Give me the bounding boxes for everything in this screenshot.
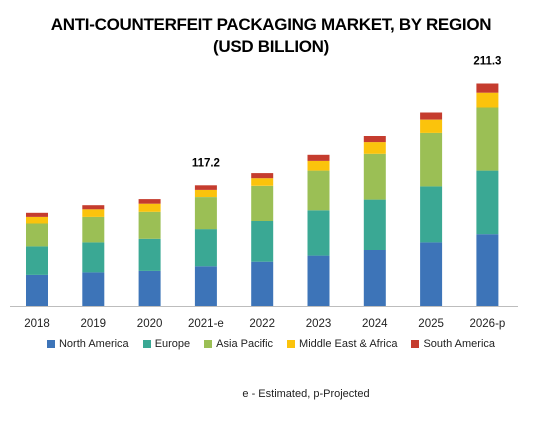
legend-swatch — [204, 340, 213, 348]
bar-2022-north-america — [251, 261, 274, 306]
x-tick-label: 2018 — [24, 318, 50, 330]
chart-title-line-2: (USD BILLION) — [212, 37, 330, 56]
bar-2026-p-asia-pacific — [476, 107, 499, 171]
bar-2022-asia-pacific — [251, 185, 274, 221]
x-tick-label: 2021-e — [188, 318, 224, 330]
legend-item-south-america: South America — [411, 338, 495, 350]
bar-2021-e-middle-east-africa — [194, 189, 217, 197]
bars-layer — [26, 83, 499, 306]
legend-item-asia-pacific: Asia Pacific — [204, 338, 273, 350]
legend-item-north-america: North America — [46, 338, 129, 350]
bar-2019-north-america — [82, 272, 105, 306]
bar-2018-asia-pacific — [26, 223, 48, 247]
bar-2022-europe — [251, 221, 274, 262]
legend-swatch — [142, 340, 151, 348]
bar-2024-south-america — [363, 136, 386, 143]
x-tick-label: 2020 — [137, 318, 163, 330]
bar-2021-e-europe — [194, 229, 217, 267]
x-tick-labels: 2018 2019 2020 2021-e 2022 2023 2024 2025 2026-p — [24, 318, 505, 330]
bar-2020-middle-east-africa — [138, 203, 161, 212]
x-tick-label: 2025 — [418, 318, 444, 330]
data-label-2026-p: 211.3 — [473, 56, 501, 68]
legend-item-middle-east-africa: Middle East & Africa — [287, 338, 397, 350]
legend-item-europe: Europe — [142, 338, 191, 350]
bar-2026-p-north-america — [476, 234, 499, 306]
legend-label: North America — [58, 338, 129, 350]
bar-2026-p-europe — [476, 170, 499, 235]
chart-title-line-1: ANTI-COUNTERFEIT PACKAGING MARKET, BY RE… — [50, 15, 492, 34]
footnote: e - Estimated, p-Projected — [242, 388, 370, 400]
bar-2023-middle-east-africa — [307, 160, 330, 171]
x-tick-label: 2024 — [362, 318, 388, 330]
bar-2018-middle-east-africa — [26, 216, 48, 224]
legend-label: Middle East & Africa — [299, 338, 398, 350]
x-tick-label: 2022 — [249, 318, 275, 330]
bar-2020-north-america — [138, 270, 161, 306]
bar-2022-south-america — [251, 173, 274, 179]
bar-2019-asia-pacific — [82, 216, 105, 243]
bar-2019-middle-east-africa — [82, 209, 105, 217]
x-tick-label: 2023 — [306, 318, 332, 330]
legend-swatch — [411, 340, 420, 348]
x-tick-label: 2019 — [81, 318, 107, 330]
bar-2023-asia-pacific — [307, 170, 330, 211]
data-labels: 117.2 211.3 — [192, 56, 502, 170]
bar-2018-south-america — [26, 212, 48, 217]
bar-2018-north-america — [26, 274, 48, 306]
bar-2025-europe — [420, 186, 443, 243]
bar-2024-europe — [363, 199, 386, 250]
x-tick-label: 2026-p — [469, 318, 505, 330]
bar-2024-asia-pacific — [363, 153, 386, 200]
bar-2019-europe — [82, 242, 105, 273]
bar-2019-south-america — [82, 205, 105, 210]
bar-2020-europe — [138, 238, 161, 271]
legend: North America Europe Asia Pacific Middle Ea… — [0, 338, 542, 350]
bar-2025-north-america — [420, 242, 443, 306]
bar-2021-e-asia-pacific — [194, 197, 217, 230]
legend-swatch — [46, 340, 55, 348]
bar-2025-asia-pacific — [420, 132, 443, 187]
bar-2024-middle-east-africa — [363, 142, 386, 154]
bar-2026-p-south-america — [476, 83, 499, 93]
legend-label: Europe — [154, 338, 191, 350]
bar-2023-south-america — [307, 154, 330, 161]
bar-2026-p-middle-east-africa — [476, 92, 499, 108]
bar-2024-north-america — [363, 250, 386, 306]
legend-label: South America — [423, 338, 496, 350]
bar-2025-south-america — [420, 112, 443, 120]
bar-2021-e-south-america — [194, 185, 217, 190]
bar-2022-middle-east-africa — [251, 178, 274, 186]
bar-2020-south-america — [138, 199, 161, 204]
chart-title: ANTI-COUNTERFEIT PACKAGING MARKET, BY RE… — [0, 14, 542, 58]
bar-2018-europe — [26, 246, 48, 275]
data-label-2021-e: 117.2 — [192, 157, 220, 169]
bar-2023-europe — [307, 210, 330, 256]
legend-label: Asia Pacific — [216, 338, 274, 350]
bar-2025-middle-east-africa — [420, 119, 443, 133]
bar-2023-north-america — [307, 255, 330, 306]
legend-swatch — [287, 340, 296, 348]
bar-2020-asia-pacific — [138, 211, 161, 239]
bar-2021-e-north-america — [194, 266, 217, 306]
